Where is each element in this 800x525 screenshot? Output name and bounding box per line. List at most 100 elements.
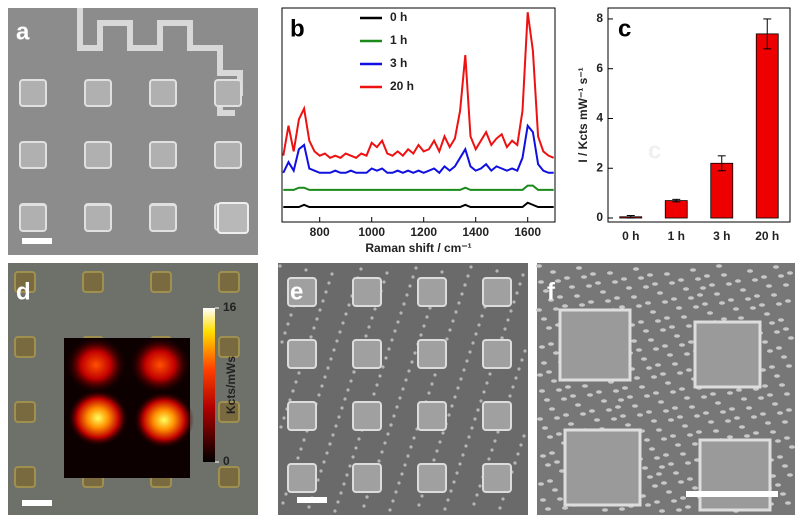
particle	[683, 287, 689, 291]
particle	[343, 397, 347, 401]
bar	[755, 33, 779, 219]
particle	[548, 342, 554, 346]
particle	[417, 503, 421, 507]
particle	[482, 390, 486, 394]
error-bar	[717, 155, 726, 172]
particle	[595, 281, 601, 285]
particle	[318, 308, 322, 312]
particle	[574, 294, 580, 298]
particle	[467, 435, 471, 439]
micro-square	[14, 336, 36, 358]
x-tick-label: 1400	[462, 225, 489, 239]
particle	[556, 432, 562, 436]
particle	[671, 297, 677, 301]
particle	[473, 417, 477, 421]
particle	[544, 398, 550, 402]
particle	[394, 490, 398, 494]
particle	[618, 398, 624, 402]
bar	[664, 200, 688, 219]
error-bar	[763, 18, 772, 50]
particle	[541, 317, 547, 321]
particle	[764, 312, 770, 316]
micro-square	[482, 463, 512, 493]
particle	[562, 304, 568, 308]
particle	[600, 290, 606, 294]
particle	[788, 336, 794, 340]
particle	[279, 425, 283, 429]
particle	[646, 410, 652, 414]
micro-square	[287, 463, 317, 493]
particle	[452, 480, 456, 484]
particle	[778, 274, 784, 278]
particle	[777, 455, 783, 459]
particle	[443, 507, 447, 511]
particle	[582, 384, 588, 388]
spectrum-line	[283, 184, 554, 191]
micro-square	[482, 401, 512, 431]
particle	[747, 269, 753, 273]
particle	[404, 378, 408, 382]
particle	[419, 333, 423, 337]
particle	[546, 370, 552, 374]
micro-square	[14, 466, 36, 488]
error-bar	[672, 198, 681, 203]
scale-bar	[22, 238, 52, 244]
particle	[333, 509, 337, 513]
particle	[509, 309, 513, 313]
particle	[677, 371, 683, 375]
particle	[468, 350, 472, 354]
particle	[382, 280, 386, 284]
particle	[545, 507, 551, 511]
particle	[622, 386, 628, 390]
particle	[775, 439, 781, 443]
particle	[675, 443, 681, 447]
particle	[746, 406, 752, 410]
particle	[536, 264, 542, 268]
particle	[667, 353, 673, 357]
particle	[487, 457, 491, 461]
particle	[435, 449, 439, 453]
particle	[354, 446, 358, 450]
particle	[650, 310, 656, 314]
particle	[647, 475, 653, 479]
particle	[461, 453, 465, 457]
particle	[323, 375, 327, 379]
particle	[684, 352, 690, 356]
particle	[782, 420, 788, 424]
particle	[553, 307, 559, 311]
particle	[428, 306, 432, 310]
particle	[330, 272, 334, 276]
particle	[554, 416, 560, 420]
particle	[689, 405, 695, 409]
particle	[383, 441, 387, 445]
particle	[660, 328, 666, 332]
particle	[405, 293, 409, 297]
particle	[762, 384, 768, 388]
x-tick-label: 1 h	[668, 229, 685, 243]
particle	[663, 409, 669, 413]
particle	[613, 389, 619, 393]
particle	[680, 496, 686, 500]
micro-square	[287, 401, 317, 431]
particle	[766, 284, 772, 288]
particle	[707, 311, 713, 315]
particle	[670, 390, 676, 394]
particle	[540, 498, 546, 502]
particle	[557, 497, 563, 501]
micro-square	[214, 141, 242, 169]
particle	[783, 327, 789, 331]
particle	[501, 497, 505, 501]
micro-square	[563, 428, 642, 507]
particle	[289, 313, 293, 317]
particle	[767, 393, 773, 397]
particle	[761, 275, 767, 279]
particle	[709, 283, 715, 287]
particle	[495, 269, 499, 273]
particle	[579, 303, 585, 307]
particle	[657, 291, 663, 295]
x-tick-label: 20 h	[755, 229, 779, 243]
particle	[402, 302, 406, 306]
particle	[381, 365, 385, 369]
particle	[787, 271, 793, 275]
particle	[451, 319, 455, 323]
